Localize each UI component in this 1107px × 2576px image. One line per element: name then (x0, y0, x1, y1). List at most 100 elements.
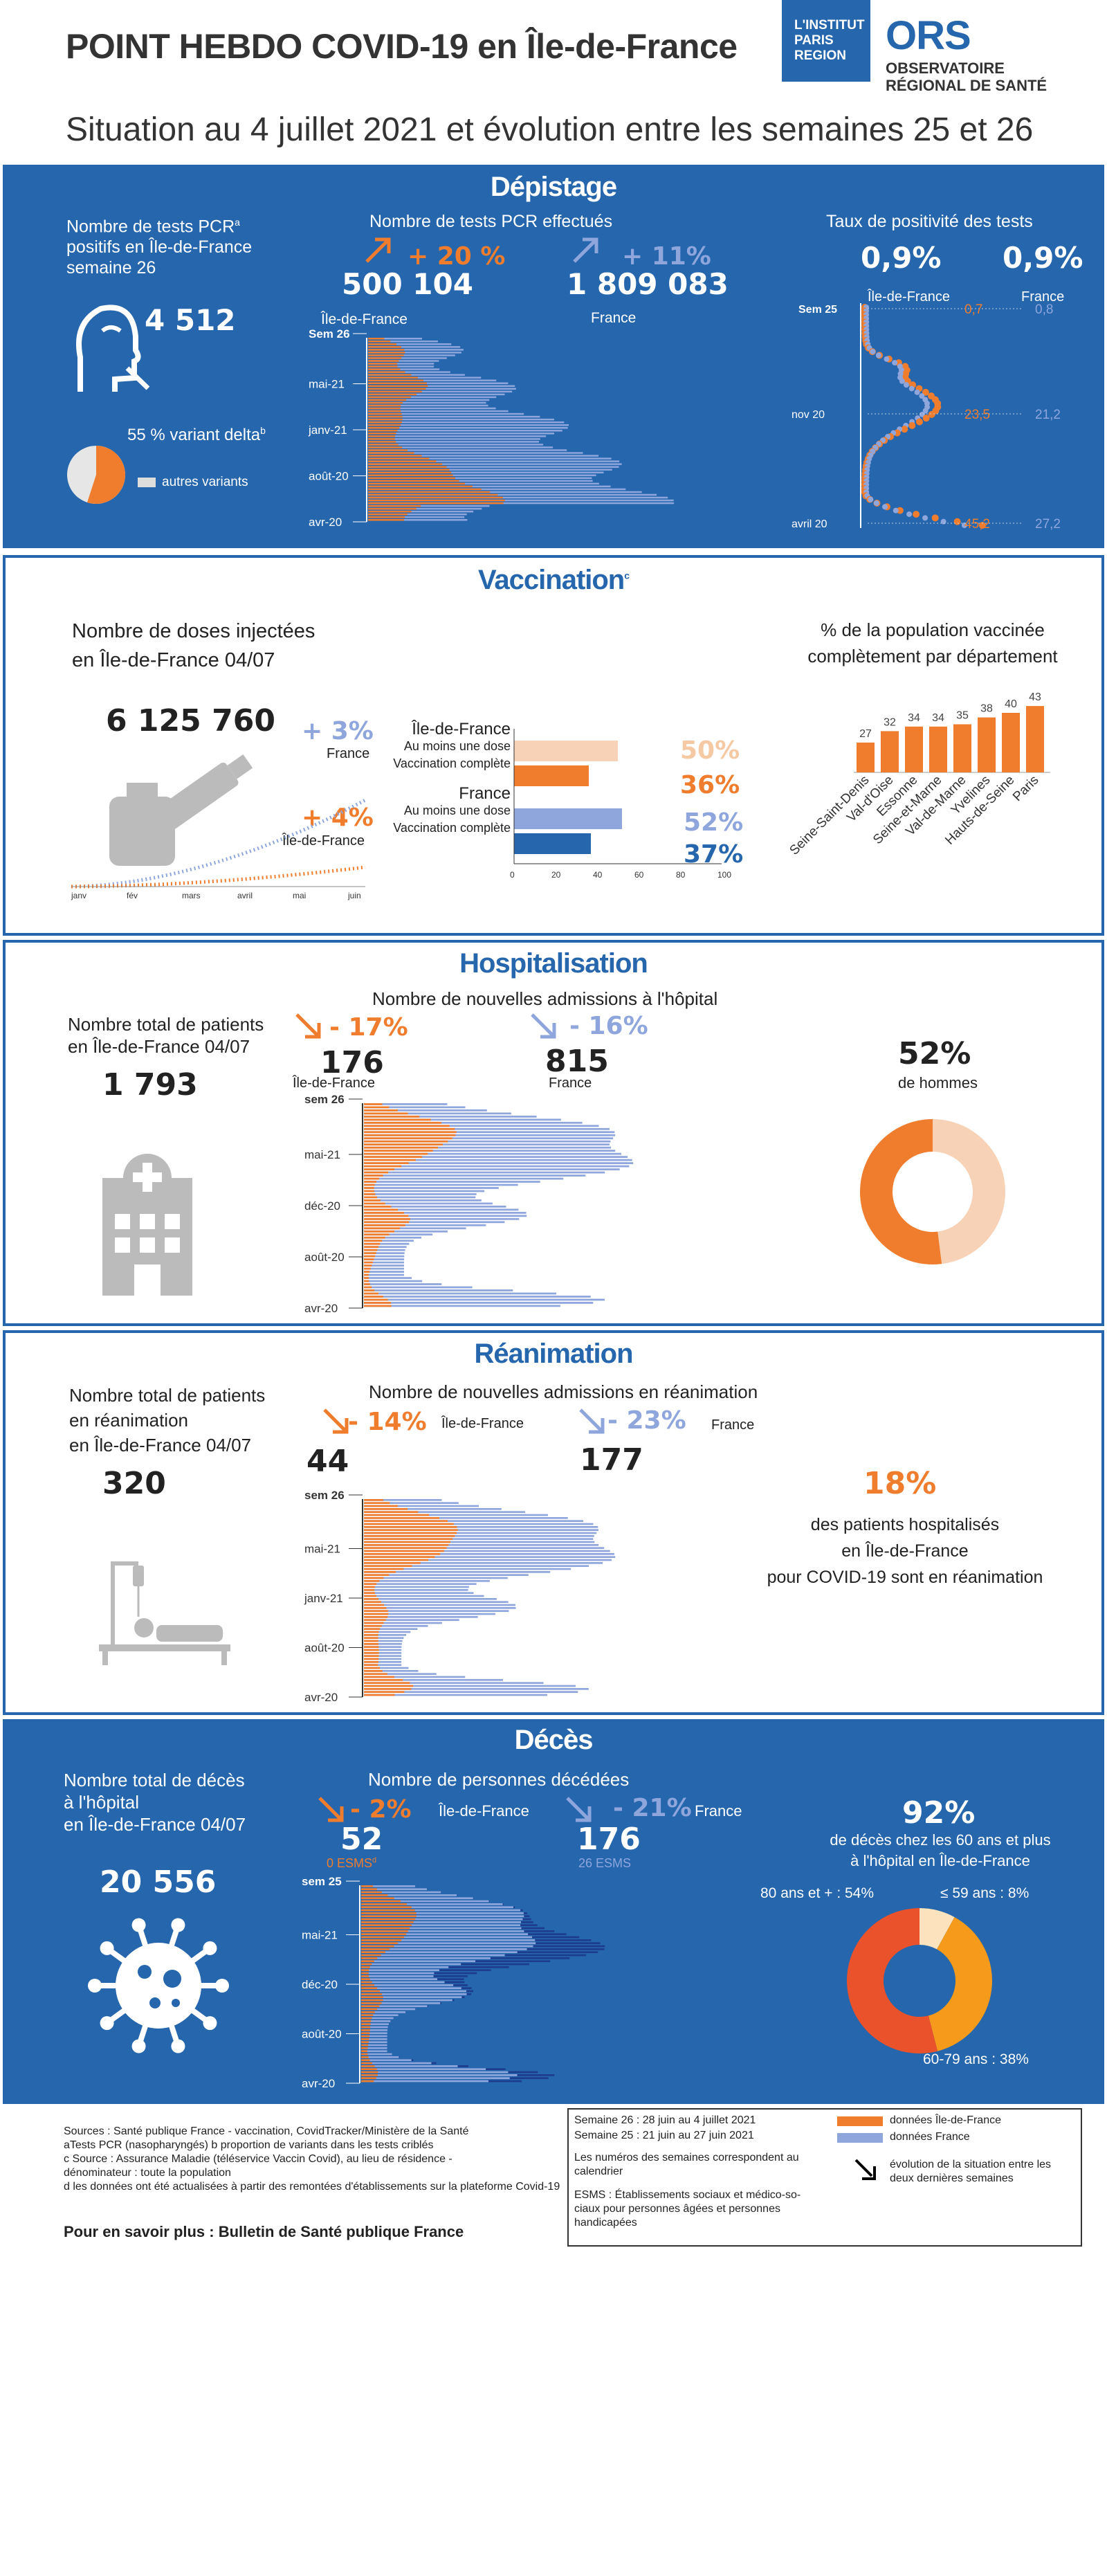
idf-bar (364, 1292, 378, 1295)
idf-bar (364, 1562, 421, 1564)
france-bar (364, 1140, 611, 1143)
idf-bar (361, 1999, 383, 2002)
idf-bar (364, 1538, 453, 1541)
more-info-link[interactable]: Pour en savoir plus : Bulletin de Santé … (64, 2223, 464, 2240)
france-bar (368, 455, 599, 457)
rea-admissions-label: Nombre de nouvelles admissions en réanim… (369, 1381, 758, 1402)
france-esms-bar (521, 1927, 545, 1930)
france-bar (361, 1960, 476, 1963)
timeline-tick-label: avr-20 (302, 2077, 335, 2090)
france-bar (364, 1171, 605, 1174)
france-bar (364, 1190, 485, 1192)
positive-tests-label: Nombre de tests PCRa positifs en Île-de-… (66, 217, 253, 278)
france-bar (368, 426, 568, 429)
rea-timeline-chart: sem 26 mai-21 janv-21 août-20 avr-20 (304, 1489, 616, 1704)
idf-bar (364, 1193, 376, 1195)
timeline-tick-label: août-20 (302, 2028, 342, 2041)
idf-bar (368, 352, 405, 354)
idf-bar (364, 1127, 455, 1130)
idf-bar (361, 1969, 369, 1972)
france-bar (361, 1993, 467, 1995)
france-bar (364, 1267, 405, 1270)
france-bar (364, 1520, 583, 1523)
idf-bar (361, 2044, 369, 2047)
france-bar (364, 1601, 509, 1604)
idf-bar (368, 354, 404, 356)
france-esms-bar (523, 1912, 528, 1914)
idf-bar (364, 1152, 428, 1155)
france-bar (364, 1598, 497, 1600)
idf-bar (364, 1670, 383, 1672)
timeline-tick-label: déc-20 (302, 1978, 338, 1991)
france-bar (364, 1240, 414, 1242)
france-bar (368, 452, 583, 454)
france-bar (364, 1694, 548, 1696)
idf-bar (364, 1165, 402, 1168)
dept-bar (929, 726, 947, 772)
france-bar (361, 2080, 489, 2083)
france-bar (364, 1233, 433, 1236)
idf-bar (368, 412, 402, 415)
idf-bar (364, 1616, 388, 1618)
tests-timeline-chart: Sem 26 mai-21 janv-21 août-20 avr-20 (308, 327, 675, 529)
france-bar (368, 415, 540, 418)
france-esms-bar (466, 1990, 474, 1993)
france-bar (368, 390, 513, 393)
france-bar (368, 466, 619, 468)
idf-bar (364, 1520, 448, 1523)
idf-bar (361, 1972, 369, 1975)
idf-doses-curve (71, 865, 366, 889)
france-bar (364, 1547, 605, 1550)
france-bar (361, 2050, 387, 2053)
france-bar (361, 2005, 428, 2008)
idf-bar (364, 1258, 374, 1261)
increase-arrow-icon (365, 237, 391, 263)
idf-bar (364, 1134, 456, 1136)
france-bar (361, 1996, 462, 1999)
france-bar (364, 1571, 551, 1573)
deces-total-label: Nombre total de décès à l'hôpital en Île… (64, 1770, 246, 1835)
france-bar (364, 1305, 560, 1307)
decrease-arrow-icon (323, 1408, 349, 1434)
fr-positivity-point (919, 393, 925, 399)
idf-positivity-point (931, 514, 939, 522)
france-bar (361, 2044, 387, 2047)
france-bar (364, 1685, 576, 1687)
idf-bar (364, 1640, 378, 1642)
france-esms-bar (532, 1936, 580, 1939)
idf-bar (364, 1535, 455, 1537)
france-bar (361, 1975, 434, 1977)
positivity-idf-label: Île-de-France (868, 289, 950, 305)
idf-positivity-label: 45,2 (964, 517, 990, 532)
idf-bar (364, 1502, 390, 1505)
france-bar (361, 2077, 510, 2080)
france-bar (364, 1125, 599, 1127)
france-bar (364, 1514, 548, 1516)
idf-bar (361, 1996, 383, 1999)
fr-positivity-point (868, 496, 874, 502)
legend-idf-swatch (837, 2116, 883, 2126)
idf-bar (364, 1619, 386, 1622)
fr-deces-change: - 21% (613, 1794, 692, 1822)
idf-bar (361, 1933, 407, 1936)
idf-bar (364, 1547, 447, 1550)
france-bar (361, 1909, 521, 1912)
legend-fr-label: données France (890, 2131, 970, 2143)
france-bar (361, 1921, 522, 1923)
idf-bar (364, 1655, 379, 1658)
positivity-chart: Sem 25 nov 20 avril 20 0,7 0,8 23,5 21,2 45,2 27… (792, 303, 1061, 532)
idf-bar (364, 1517, 439, 1519)
deces-total-value: 20 556 (100, 1865, 217, 1900)
idf-bar (361, 1951, 385, 1954)
france-bar (364, 1499, 442, 1501)
idf-bar (364, 1131, 457, 1134)
donut-slice (933, 1119, 1005, 1264)
france-bar (364, 1502, 459, 1505)
idf-positivity-point (913, 510, 920, 518)
france-bar (368, 424, 569, 426)
idf-bar (368, 499, 505, 502)
fr-tests-value: 1 809 083 (567, 267, 729, 301)
timeline-bars: sem 26 mai-21 déc-20 août-20 avr-20 (304, 1093, 634, 1315)
france-bar (361, 1903, 503, 1905)
france-bar (368, 346, 461, 348)
